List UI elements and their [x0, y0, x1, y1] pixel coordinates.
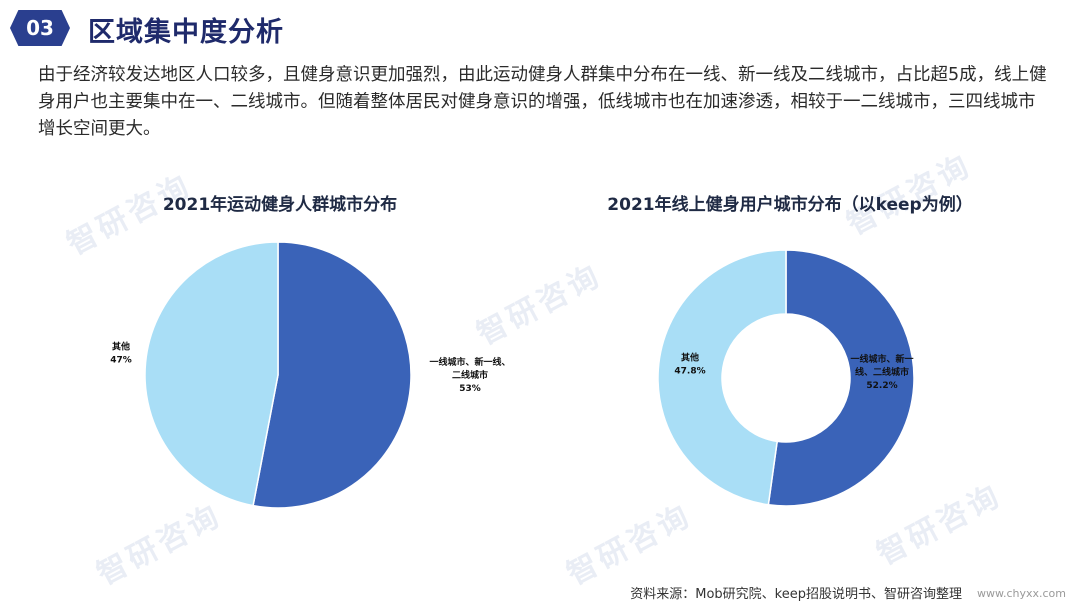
slice-label: 一线城市、新一线、二线城市 53%: [429, 356, 510, 394]
page-title: 区域集中度分析: [88, 17, 284, 48]
slice-label: 其他 47.8%: [674, 352, 705, 377]
chart-title-left: 2021年运动健身人群城市分布: [162, 195, 398, 215]
slice-label: 一线城市、新一线、二线城市 52.2%: [850, 353, 913, 391]
header: 03 区域集中度分析: [0, 0, 1080, 60]
pie-slice: [252, 241, 412, 509]
intro-paragraph: 由于经济较发达地区人口较多，且健身意识更加强烈，由此运动健身人群集中分布在一线、…: [38, 65, 1047, 139]
pie-slice: [657, 249, 787, 506]
pie-slice: [144, 241, 279, 507]
source-note: 资料来源：Mob研究院、keep招股说明书、智研咨询整理: [630, 587, 962, 602]
slice-label: 其他 47%: [110, 341, 132, 366]
section-number-badge: 03: [10, 10, 70, 46]
pie-slice: [767, 249, 915, 507]
site-url: www.chyxx.com: [976, 587, 1066, 600]
chart-title-right: 2021年线上健身用户城市分布（以keep为例）: [607, 195, 973, 215]
